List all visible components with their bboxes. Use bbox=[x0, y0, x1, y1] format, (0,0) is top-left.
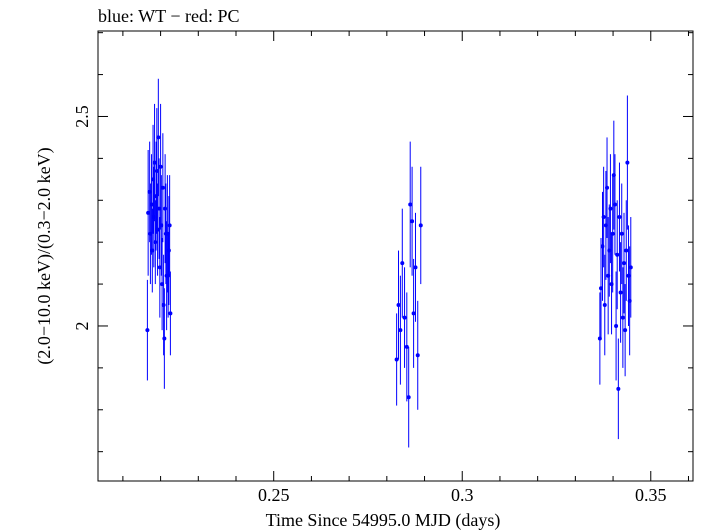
data-point bbox=[149, 202, 154, 207]
data-point bbox=[608, 206, 613, 211]
data-point bbox=[598, 286, 603, 291]
series-wt-group bbox=[597, 95, 633, 440]
data-point bbox=[155, 227, 160, 232]
data-point bbox=[400, 261, 405, 266]
data-point bbox=[153, 240, 158, 245]
series-wt-group bbox=[394, 141, 423, 448]
data-point bbox=[150, 248, 155, 253]
data-point bbox=[402, 315, 407, 320]
data-point bbox=[162, 336, 167, 341]
data-point bbox=[411, 311, 416, 316]
data-point bbox=[158, 164, 163, 169]
ticks-layer: 0.25 0.3 0.35 2 2.5 bbox=[72, 31, 693, 505]
data-point bbox=[621, 261, 626, 266]
data-point bbox=[157, 265, 162, 270]
data-point bbox=[623, 328, 628, 333]
data-point bbox=[616, 386, 621, 391]
data-point bbox=[418, 223, 423, 228]
plot-frame bbox=[97, 30, 694, 482]
data-point bbox=[163, 206, 168, 211]
data-point bbox=[406, 395, 411, 400]
data-point bbox=[610, 231, 615, 236]
data-point bbox=[625, 160, 630, 165]
data-point bbox=[601, 215, 606, 220]
data-point bbox=[168, 311, 173, 316]
data-point bbox=[404, 344, 409, 349]
data-point bbox=[612, 202, 617, 207]
data-point bbox=[413, 265, 418, 270]
data-point bbox=[156, 135, 161, 140]
data-point bbox=[620, 315, 625, 320]
data-point bbox=[394, 357, 399, 362]
data-point bbox=[619, 231, 624, 236]
data-point bbox=[618, 290, 623, 295]
data-point bbox=[617, 215, 622, 220]
data-point bbox=[614, 323, 619, 328]
y-tick-label: 2 bbox=[72, 321, 92, 330]
data-point bbox=[160, 282, 165, 287]
data-point bbox=[396, 303, 401, 308]
x-tick-label: 0.3 bbox=[451, 485, 474, 505]
data-point bbox=[146, 210, 151, 215]
data-point bbox=[161, 303, 166, 308]
y-tick-label: 2.5 bbox=[72, 105, 92, 128]
data-point bbox=[160, 185, 165, 190]
data-point bbox=[415, 353, 420, 358]
data-point bbox=[145, 328, 150, 333]
data-point bbox=[602, 303, 607, 308]
chart-title: blue: WT − red: PC bbox=[98, 6, 239, 26]
data-point bbox=[398, 328, 403, 333]
data-point bbox=[624, 248, 629, 253]
data-point bbox=[157, 206, 162, 211]
data-point bbox=[605, 185, 610, 190]
x-tick-label: 0.25 bbox=[258, 485, 290, 505]
data-point bbox=[167, 223, 172, 228]
data-point bbox=[408, 202, 413, 207]
data-point bbox=[615, 252, 620, 257]
y-axis-label: (2.0−10.0 keV)/(0.3−2.0 keV) bbox=[34, 147, 55, 364]
data-point bbox=[159, 223, 164, 228]
data-point bbox=[152, 160, 157, 165]
data-point bbox=[628, 265, 633, 270]
data-point bbox=[166, 248, 171, 253]
data-point bbox=[154, 168, 159, 173]
x-tick-label: 0.35 bbox=[635, 485, 667, 505]
data-layer bbox=[145, 78, 633, 448]
x-axis-label: Time Since 54995.0 MJD (days) bbox=[266, 510, 501, 531]
series-wt-group bbox=[145, 78, 173, 389]
data-point bbox=[410, 219, 415, 224]
